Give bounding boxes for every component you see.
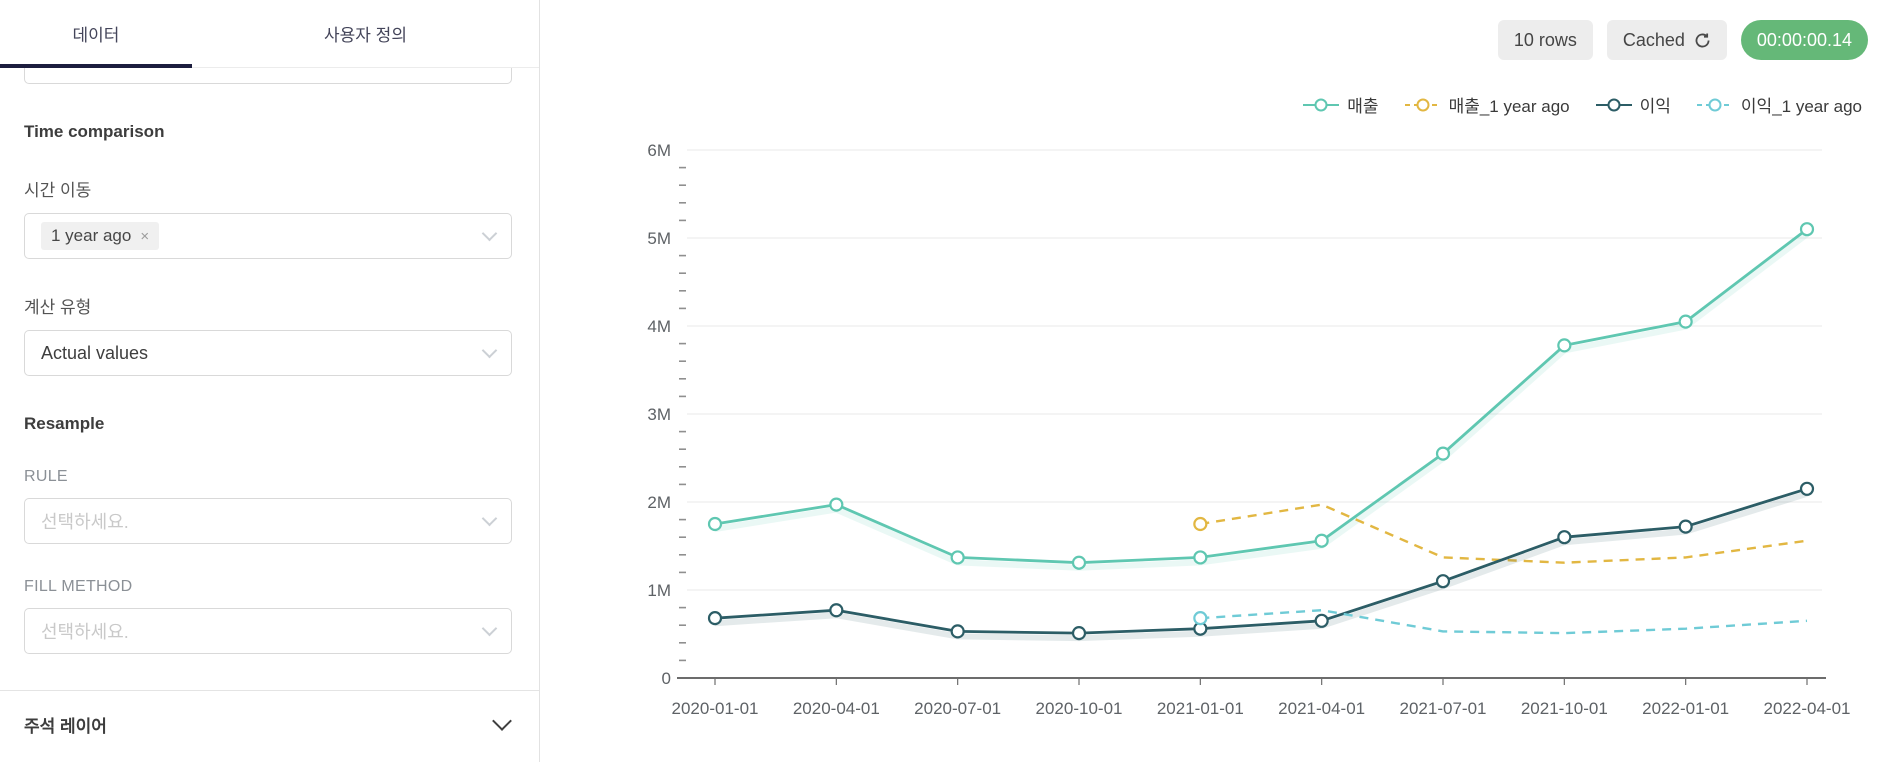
svg-text:5M: 5M bbox=[647, 229, 671, 248]
chart-legend: 매출 매출_1 year ago 이익 이익_1 year ago bbox=[1303, 92, 1862, 117]
legend-marker-icon bbox=[1696, 98, 1733, 111]
rows-badge-label: 10 rows bbox=[1513, 29, 1577, 50]
time-shift-tag-label: 1 year ago bbox=[51, 226, 132, 245]
annotation-layer-title: 주석 레이어 bbox=[24, 717, 107, 736]
result-badges: 10 rows Cached 00:00:00.14 bbox=[1497, 20, 1868, 60]
svg-text:2020-10-01: 2020-10-01 bbox=[1036, 699, 1123, 718]
rule-label: RULE bbox=[24, 468, 68, 485]
config-sidebar: 데이터 사용자 정의 Time comparison 시간 이동 1 year … bbox=[0, 0, 540, 762]
svg-text:2022-01-01: 2022-01-01 bbox=[1642, 699, 1729, 718]
clipped-select[interactable] bbox=[24, 68, 512, 84]
svg-text:2021-01-01: 2021-01-01 bbox=[1157, 699, 1244, 718]
legend-item[interactable]: 이익 bbox=[1595, 92, 1671, 117]
cached-badge-label: Cached bbox=[1622, 29, 1685, 50]
fill-method-placeholder: 선택하세요. bbox=[41, 622, 129, 642]
active-tab-indicator bbox=[0, 64, 192, 68]
chevron-down-icon bbox=[492, 711, 512, 731]
rows-badge: 10 rows bbox=[1497, 20, 1593, 60]
legend-item-label: 이익 bbox=[1639, 97, 1671, 116]
time-shift-label: 시간 이동 bbox=[24, 181, 92, 200]
chevron-down-icon bbox=[481, 225, 498, 241]
svg-text:2M: 2M bbox=[647, 493, 671, 512]
tab-customize-label: 사용자 정의 bbox=[324, 26, 407, 45]
svg-text:2020-07-01: 2020-07-01 bbox=[914, 699, 1001, 718]
calc-type-value: Actual values bbox=[41, 342, 149, 363]
tabbar: 데이터 사용자 정의 bbox=[0, 0, 539, 68]
legend-item[interactable]: 매출_1 year ago bbox=[1404, 92, 1570, 117]
time-shift-tag: 1 year ago × bbox=[41, 222, 160, 250]
tab-data[interactable]: 데이터 bbox=[0, 0, 192, 68]
legend-item-label: 매출_1 year ago bbox=[1448, 97, 1570, 116]
legend-marker-icon bbox=[1404, 98, 1441, 111]
refresh-icon bbox=[1695, 32, 1710, 47]
fill-method-label: FILL METHOD bbox=[24, 578, 133, 595]
svg-text:6M: 6M bbox=[647, 141, 671, 160]
chevron-down-icon bbox=[481, 510, 498, 526]
svg-text:2021-07-01: 2021-07-01 bbox=[1400, 699, 1487, 718]
timer-badge: 00:00:00.14 bbox=[1740, 20, 1868, 60]
chevron-down-icon bbox=[481, 342, 498, 358]
section-divider bbox=[0, 690, 539, 691]
legend-marker-icon bbox=[1595, 98, 1632, 111]
chevron-down-icon bbox=[481, 620, 498, 636]
timer-badge-label: 00:00:00.14 bbox=[1756, 29, 1852, 50]
svg-text:2020-04-01: 2020-04-01 bbox=[793, 699, 880, 718]
annotation-layer-section[interactable]: 주석 레이어 bbox=[0, 691, 539, 758]
chart-pane: 10 rows Cached 00:00:00.14 매출 매출_1 year a… bbox=[541, 0, 1888, 762]
svg-text:3M: 3M bbox=[647, 405, 671, 424]
svg-text:2021-10-01: 2021-10-01 bbox=[1521, 699, 1608, 718]
legend-item[interactable]: 이익_1 year ago bbox=[1696, 92, 1862, 117]
section-resample: Resample bbox=[24, 414, 105, 433]
rule-placeholder: 선택하세요. bbox=[41, 512, 129, 532]
legend-item-label: 이익_1 year ago bbox=[1740, 97, 1862, 116]
tag-remove-icon[interactable]: × bbox=[140, 227, 150, 245]
sidebar-panel-body: Time comparison 시간 이동 1 year ago × 계산 유형… bbox=[0, 68, 539, 761]
svg-text:2022-04-01: 2022-04-01 bbox=[1764, 699, 1851, 718]
svg-text:0: 0 bbox=[662, 669, 671, 688]
tab-customize[interactable]: 사용자 정의 bbox=[192, 0, 539, 67]
svg-text:4M: 4M bbox=[647, 317, 671, 336]
svg-text:1M: 1M bbox=[647, 581, 671, 600]
tab-data-label: 데이터 bbox=[72, 26, 120, 45]
cached-badge[interactable]: Cached bbox=[1606, 20, 1727, 60]
svg-text:2020-01-01: 2020-01-01 bbox=[672, 699, 759, 718]
calc-type-select[interactable]: Actual values bbox=[24, 330, 512, 376]
legend-item-label: 매출 bbox=[1347, 97, 1379, 116]
line-chart[interactable]: 0 1M 2M 3M 4M 5M 6M 2020-01-01 2020-04-01 2020-07… bbox=[541, 118, 1888, 762]
legend-marker-icon bbox=[1303, 98, 1340, 111]
svg-text:2021-04-01: 2021-04-01 bbox=[1278, 699, 1365, 718]
calc-type-label: 계산 유형 bbox=[24, 298, 92, 317]
time-shift-select[interactable]: 1 year ago × bbox=[24, 213, 512, 259]
rule-select[interactable]: 선택하세요. bbox=[24, 498, 512, 544]
legend-item[interactable]: 매출 bbox=[1303, 92, 1379, 117]
fill-method-select[interactable]: 선택하세요. bbox=[24, 608, 512, 654]
section-time-comparison: Time comparison bbox=[24, 122, 165, 141]
